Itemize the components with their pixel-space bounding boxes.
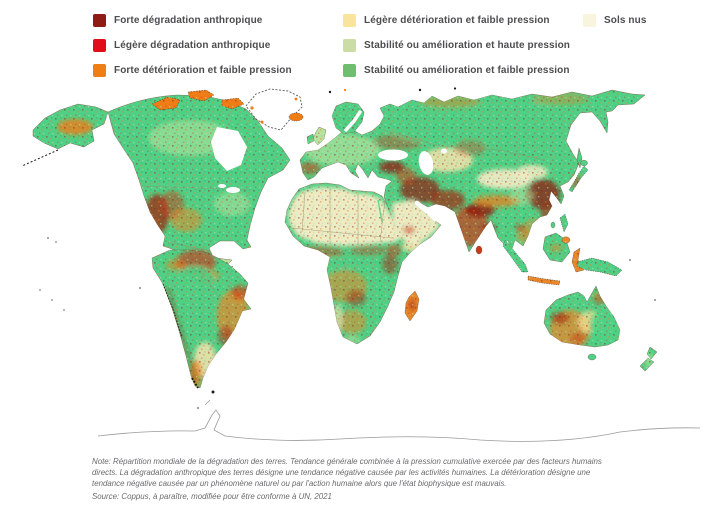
aral-sea <box>441 148 447 154</box>
inland-seas <box>211 110 447 222</box>
source-text: Source: Coppus, à paraître, modifiée pou… <box>92 491 332 501</box>
tasmania-island <box>587 353 597 361</box>
landmasses <box>32 88 658 389</box>
aleutian-islands <box>21 149 59 167</box>
falkland-islands <box>211 390 215 394</box>
legend-label: Sols nus <box>604 15 647 26</box>
note-block: Note: Répartition mondiale de la dégrada… <box>92 456 612 502</box>
note-text: Note: Répartition mondiale de la dégrada… <box>92 457 602 489</box>
iceland-island <box>288 112 304 122</box>
chile-coast-speckle <box>162 283 183 339</box>
legend-label: Légère détérioration et faible pression <box>364 15 550 26</box>
color-swatch <box>93 39 106 52</box>
color-swatch <box>93 14 106 27</box>
degradation-color-patches <box>33 90 657 388</box>
legend-label: Stabilité ou amélioration et faible pres… <box>364 65 570 76</box>
great-lakes <box>218 184 226 188</box>
legend-item: Stabilité ou amélioration et haute press… <box>343 39 570 52</box>
legend-label: Stabilité ou amélioration et haute press… <box>364 40 571 51</box>
legend-item: Stabilité ou amélioration et faible pres… <box>343 64 570 77</box>
legend-item: Légère détérioration et faible pression <box>343 14 550 27</box>
legend-label: Légère dégradation anthropique <box>114 40 271 51</box>
color-swatch <box>343 39 356 52</box>
antarctica-outline <box>97 399 701 442</box>
persian-gulf <box>414 200 438 222</box>
hudson-bay <box>211 127 247 171</box>
great-lakes <box>226 187 240 193</box>
patagonia-coast-speckle <box>191 377 199 389</box>
color-swatch <box>343 14 356 27</box>
baltic-sea <box>344 110 362 132</box>
sri-lanka-island <box>475 245 483 255</box>
legend-label: Forte détérioration et faible pression <box>114 65 292 76</box>
hokkaido-island <box>580 159 588 167</box>
legend-label: Forte dégradation anthropique <box>114 15 263 26</box>
color-swatch <box>583 14 596 27</box>
color-swatch <box>93 64 106 77</box>
taiwan-island <box>550 221 556 229</box>
legend: Forte dégradation anthropique Légère dég… <box>0 0 705 86</box>
small-islands-and-specks <box>21 87 656 394</box>
color-swatch <box>343 64 356 77</box>
legend-item: Légère dégradation anthropique <box>93 39 270 52</box>
legend-item: Sols nus <box>583 14 646 27</box>
caspian-sea <box>418 151 434 175</box>
black-sea <box>378 149 408 161</box>
legend-item: Forte dégradation anthropique <box>93 14 262 27</box>
legend-item: Forte détérioration et faible pression <box>93 64 292 77</box>
